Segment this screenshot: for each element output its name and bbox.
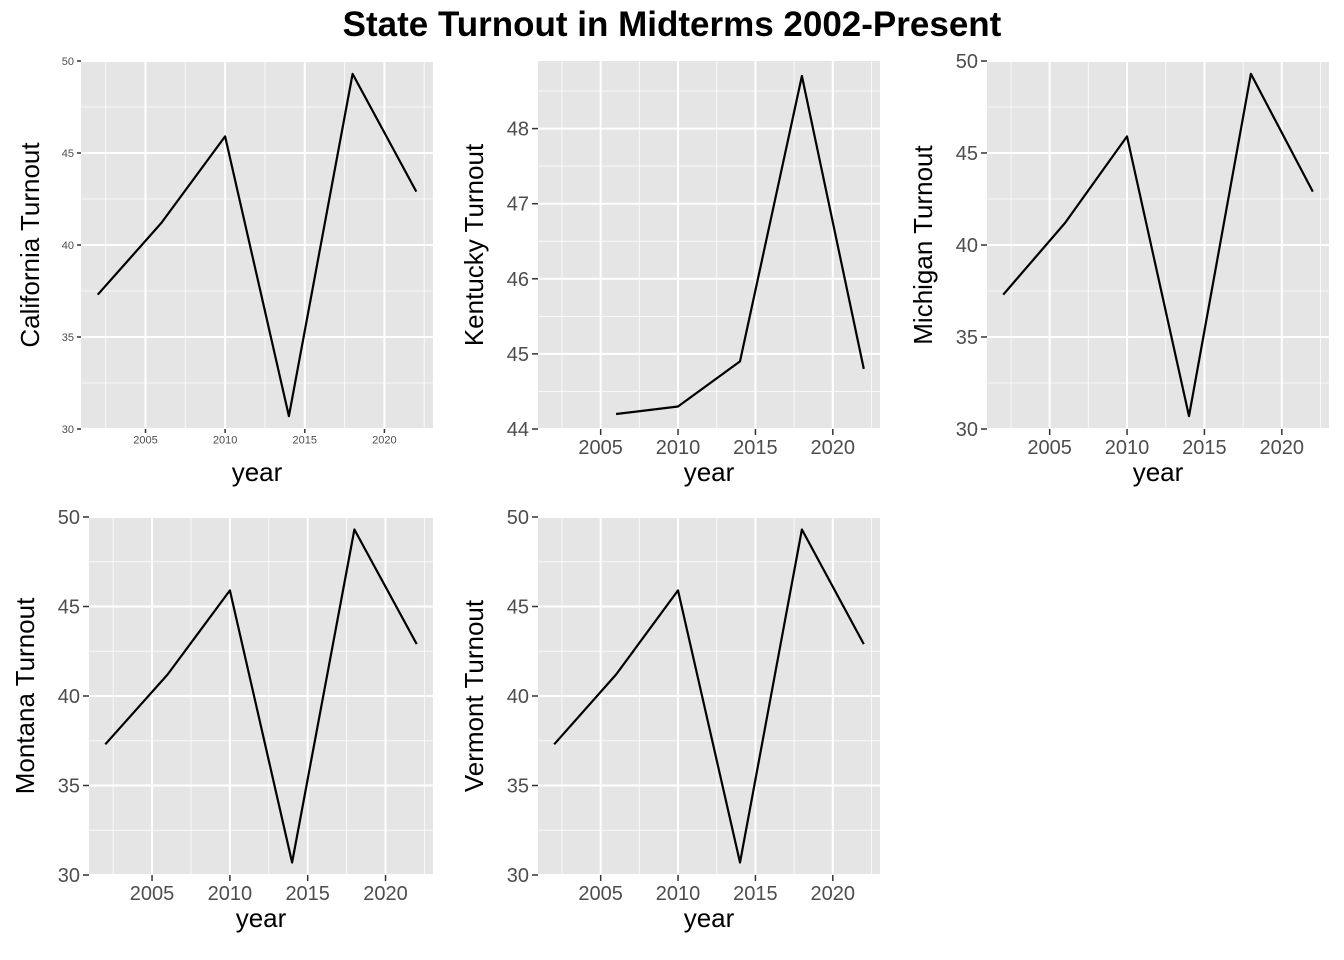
y-tick-label: 50 <box>507 507 529 529</box>
x-tick-label: 2005 <box>133 434 157 446</box>
series-line <box>96 72 418 418</box>
y-tick-label: 30 <box>62 424 74 436</box>
panel-4: 2005 2010 2015 2020 30 35 40 45 50 year Montana Tu… <box>10 507 433 933</box>
x-tick-label: 2005 <box>130 883 175 905</box>
x-tick-label: 2010 <box>213 434 237 446</box>
y-tick-label: 40 <box>58 686 80 708</box>
x-tick-label: 2010 <box>1105 437 1150 459</box>
y-tick-label: 45 <box>58 597 80 619</box>
x-tick-label: 2020 <box>811 437 856 459</box>
y-tick-label: 30 <box>507 865 529 887</box>
y-tick-label: 35 <box>62 332 74 344</box>
y-tick-label: 48 <box>507 119 529 141</box>
x-tick-label: 2010 <box>656 437 701 459</box>
y-tick-label: 45 <box>956 143 978 165</box>
panel-3: 2005 2010 2015 2020 30 35 40 45 50 year Michigan T… <box>908 51 1329 487</box>
x-axis-title: year <box>1133 457 1184 487</box>
y-tick-label: 30 <box>956 419 978 441</box>
x-tick-label: 2015 <box>293 434 317 446</box>
panel-1: 2005 2010 2015 2020 30 35 40 45 50 year California… <box>15 56 433 487</box>
y-tick-label: 44 <box>507 419 529 441</box>
x-tick-label: 2010 <box>656 883 701 905</box>
x-tick-label: 2020 <box>1260 437 1305 459</box>
panel-2: 2005 2010 2015 2020 44 45 46 47 48 year Kentucky T… <box>459 61 880 487</box>
series-line <box>553 528 865 864</box>
y-axis-title: Montana Turnout <box>10 597 40 794</box>
panel-5: 2005 2010 2015 2020 30 35 40 45 50 year Vermont Tu… <box>459 507 880 933</box>
y-tick-label: 50 <box>956 51 978 73</box>
x-tick-label: 2010 <box>208 883 253 905</box>
x-axis-title: year <box>232 457 283 487</box>
x-tick-label: 2005 <box>578 883 623 905</box>
x-axis-title: year <box>684 903 735 933</box>
panels-container: 2005 2010 2015 2020 30 35 40 45 50 year California… <box>10 51 1329 933</box>
y-tick-label: 45 <box>507 597 529 619</box>
y-tick-label: 40 <box>62 240 74 252</box>
x-axis-title: year <box>684 457 735 487</box>
x-axis-title: year <box>236 903 287 933</box>
y-axis-title: Michigan Turnout <box>908 145 938 345</box>
panel-background <box>538 61 880 429</box>
y-axis-title: Vermont Turnout <box>459 599 489 792</box>
y-tick-label: 30 <box>58 865 80 887</box>
y-tick-label: 45 <box>507 344 529 366</box>
series-line <box>104 528 418 864</box>
x-tick-label: 2015 <box>285 883 330 905</box>
y-tick-label: 50 <box>62 56 74 68</box>
chart-title: State Turnout in Midterms 2002-Present <box>343 5 1002 44</box>
series-line <box>1002 72 1314 418</box>
x-tick-label: 2015 <box>733 883 778 905</box>
y-tick-label: 45 <box>62 148 74 160</box>
y-axis-title: Kentucky Turnout <box>459 143 489 346</box>
y-tick-label: 46 <box>507 269 529 291</box>
y-axis-title: California Turnout <box>15 142 45 348</box>
x-tick-label: 2020 <box>372 434 396 446</box>
x-tick-label: 2005 <box>1027 437 1072 459</box>
y-tick-label: 35 <box>58 776 80 798</box>
y-tick-label: 35 <box>956 327 978 349</box>
y-tick-label: 35 <box>507 776 529 798</box>
y-tick-label: 50 <box>58 507 80 529</box>
y-tick-label: 40 <box>956 235 978 257</box>
y-tick-label: 47 <box>507 194 529 216</box>
x-tick-label: 2020 <box>811 883 856 905</box>
x-tick-label: 2005 <box>578 437 623 459</box>
y-tick-label: 40 <box>507 686 529 708</box>
series-line <box>615 74 865 416</box>
x-tick-label: 2015 <box>1182 437 1227 459</box>
x-tick-label: 2015 <box>733 437 778 459</box>
x-tick-label: 2020 <box>363 883 408 905</box>
